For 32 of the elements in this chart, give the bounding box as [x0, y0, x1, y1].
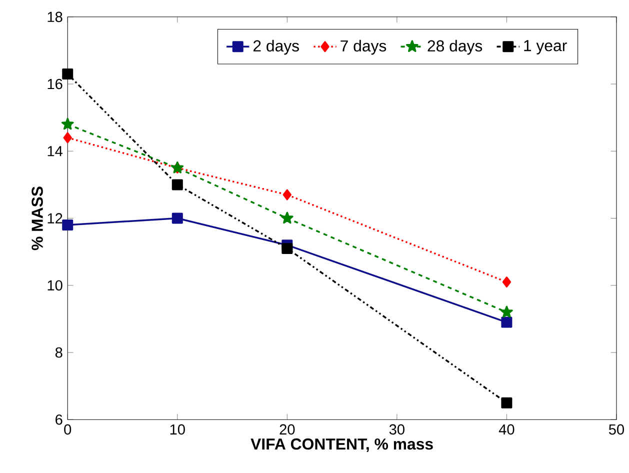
x-tick-label: 20 [280, 424, 295, 434]
legend-label: 1 year [524, 40, 567, 54]
x-tick-label: 50 [608, 424, 624, 434]
y-axis-title: % MASS [32, 186, 43, 250]
point [172, 179, 183, 190]
point [172, 212, 183, 224]
legend-label: 28 days [428, 40, 482, 55]
y-tick-label: 14 [48, 146, 62, 156]
x-tick-label: 10 [170, 424, 185, 434]
point [500, 306, 513, 318]
y-tick-label: 6 [56, 414, 62, 425]
legend-label: 2 days [253, 40, 299, 55]
point [62, 68, 74, 80]
y-tick-label: 8 [55, 347, 62, 358]
y-tick-label: 12 [48, 213, 62, 224]
point [282, 242, 293, 254]
point [63, 132, 72, 144]
y-tick-label: 18 [48, 12, 62, 22]
point [502, 276, 512, 288]
point [501, 316, 512, 328]
point [61, 118, 74, 130]
x-tick-label: 30 [389, 424, 404, 434]
point [501, 397, 512, 408]
legend-label: 7 days [340, 40, 386, 55]
point [281, 212, 294, 224]
y-tick-label: 10 [48, 280, 62, 290]
point [282, 189, 292, 200]
y-tick-label: 16 [48, 78, 62, 90]
x-tick-label: 0 [64, 424, 72, 434]
x-axis-title: VIFA CONTENT, % mass [250, 438, 433, 452]
point [62, 219, 74, 230]
x-tick-label: 40 [498, 424, 514, 434]
